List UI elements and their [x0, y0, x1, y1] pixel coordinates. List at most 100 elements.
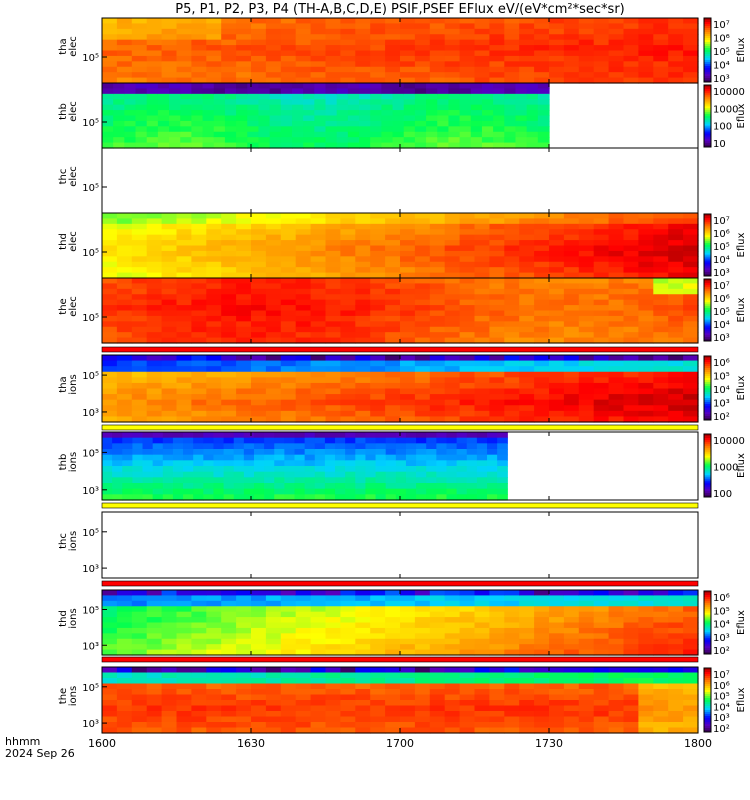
heatmap-cell	[251, 678, 267, 685]
heatmap-cell	[295, 321, 312, 328]
heatmap-cell	[131, 633, 148, 640]
heatmap-cell	[243, 466, 255, 473]
heatmap-cell	[146, 595, 163, 602]
heatmap-cell	[146, 410, 163, 418]
heatmap-cell	[131, 595, 148, 602]
heatmap-cell	[131, 332, 148, 339]
heatmap-cell	[355, 477, 367, 484]
heatmap-cell	[236, 360, 252, 367]
heatmap-cell	[146, 278, 163, 285]
heatmap-cell	[578, 405, 595, 412]
heatmap-cell	[203, 454, 215, 461]
heatmap-cell	[324, 460, 336, 467]
heatmap-cell	[157, 104, 170, 111]
colorbar-segment	[704, 262, 711, 265]
heatmap-cell	[429, 240, 446, 247]
heatmap-cell	[392, 142, 405, 149]
colorbar-segment	[704, 416, 711, 419]
heatmap-cell	[169, 104, 181, 111]
heatmap-cell	[280, 678, 297, 685]
heatmap-cell	[295, 50, 312, 57]
heatmap-cell	[519, 288, 535, 295]
heatmap-cell	[623, 39, 639, 46]
heatmap-cell	[519, 234, 535, 241]
heatmap-cell	[335, 483, 346, 490]
heatmap-cell	[683, 410, 699, 418]
heatmap-cell	[549, 590, 565, 597]
heatmap-cell	[593, 294, 610, 301]
heatmap-cell	[578, 55, 595, 62]
heatmap-cell	[623, 716, 639, 723]
heatmap-cell	[345, 494, 356, 501]
heatmap-cell	[295, 240, 312, 247]
heatmap-cell	[310, 627, 327, 634]
heatmap-cell	[176, 394, 192, 401]
heatmap-cell	[310, 50, 327, 57]
heatmap-cell	[578, 278, 595, 285]
heatmap-cell	[206, 590, 222, 597]
heatmap-cell	[340, 399, 356, 406]
heatmap-cell	[347, 120, 360, 127]
heatmap-cell	[549, 672, 565, 679]
heatmap-cell	[116, 622, 133, 629]
heatmap-cell	[593, 326, 610, 333]
heatmap-cell	[504, 649, 520, 656]
heatmap-cell	[236, 649, 252, 656]
heatmap-cell	[295, 590, 312, 597]
heatmap-cell	[653, 399, 669, 406]
heatmap-cell	[504, 416, 520, 423]
heatmap-cell	[668, 689, 684, 696]
heatmap-cell	[537, 88, 550, 95]
heatmap-cell	[668, 371, 684, 378]
heatmap-cell	[608, 55, 625, 62]
heatmap-cell	[295, 394, 312, 401]
heatmap-cell	[340, 590, 356, 597]
heatmap-cell	[131, 606, 148, 613]
heatmap-cell	[668, 595, 684, 602]
heatmap-cell	[142, 460, 154, 467]
heatmap-cell	[436, 443, 448, 450]
heatmap-cell	[638, 28, 654, 35]
heatmap-cell	[102, 394, 118, 401]
heatmap-cell	[325, 678, 341, 685]
heatmap-cell	[534, 638, 550, 645]
heatmap-cell	[474, 590, 490, 597]
heatmap-cell	[446, 494, 458, 501]
heatmap-cell	[295, 405, 312, 412]
heatmap-cell	[578, 326, 595, 333]
heatmap-cell	[258, 142, 271, 149]
heatmap-cell	[295, 683, 312, 690]
heatmap-cell	[470, 131, 483, 138]
heatmap-cell	[265, 355, 282, 362]
heatmap-cell	[191, 213, 207, 220]
colorbar-segment	[704, 459, 711, 463]
heatmap-cell	[269, 83, 282, 90]
heatmap-cell	[668, 727, 684, 734]
heatmap-cell	[405, 488, 417, 495]
colorbar-segment	[704, 321, 711, 325]
heatmap-cell	[683, 218, 699, 225]
colorbar-segment	[704, 473, 711, 476]
heatmap-cell	[426, 120, 438, 127]
heatmap-cell	[221, 689, 237, 696]
heatmap-cell	[221, 337, 237, 344]
heatmap-cell	[400, 716, 416, 723]
heatmap-cell	[176, 683, 192, 690]
heatmap-cell	[264, 488, 275, 495]
heatmap-cell	[653, 694, 669, 701]
heatmap-cell	[668, 240, 684, 247]
heatmap-cell	[295, 716, 312, 723]
heatmap-cell	[206, 606, 222, 613]
heatmap-cell	[336, 99, 349, 106]
heatmap-cell	[102, 110, 114, 117]
heatmap-cell	[265, 39, 282, 46]
heatmap-cell	[683, 261, 699, 268]
heatmap-cell	[593, 299, 610, 306]
heatmap-cell	[683, 606, 699, 613]
heatmap-cell	[683, 229, 699, 236]
heatmap-cell	[206, 61, 222, 68]
heatmap-cell	[446, 454, 458, 461]
colorbar-segment	[704, 141, 711, 144]
colorbar-segment	[704, 327, 711, 330]
heatmap-cell	[303, 110, 315, 117]
